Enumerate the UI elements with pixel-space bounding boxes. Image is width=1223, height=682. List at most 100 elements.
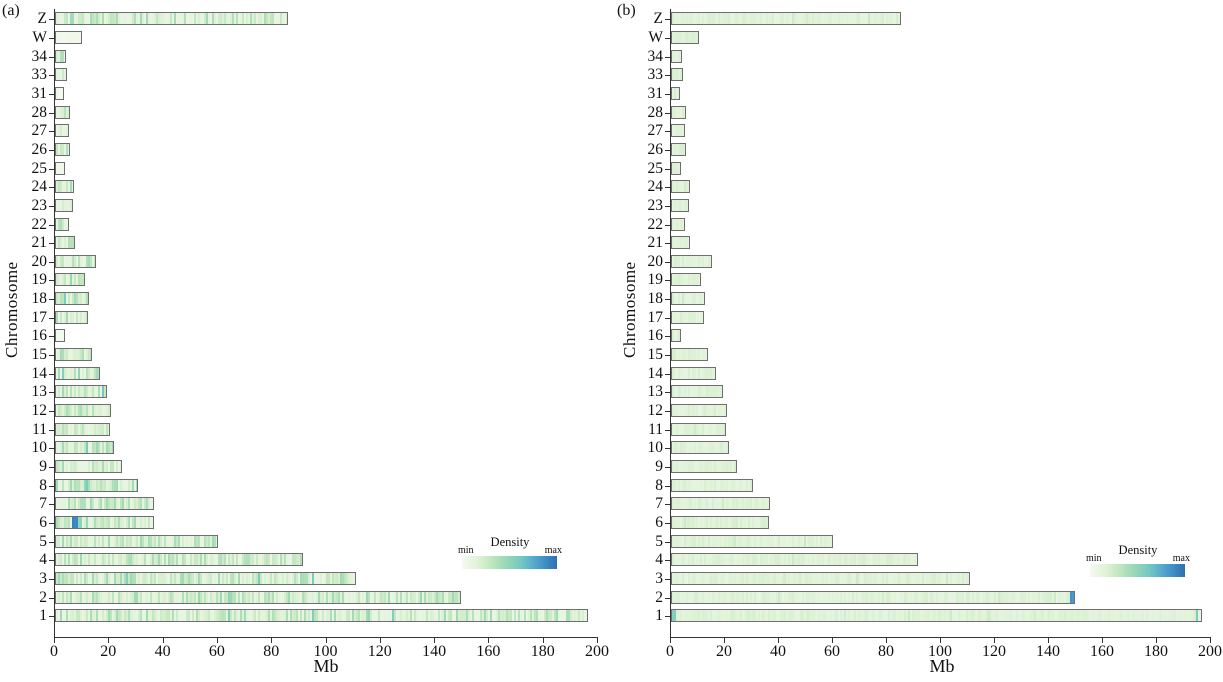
x-tick-label: 160 (1090, 643, 1114, 660)
y-tick (49, 504, 54, 506)
chromosome-bar-3 (55, 571, 356, 585)
y-tick (665, 261, 670, 263)
chromosome-bar-23 (55, 198, 73, 212)
y-tick (49, 523, 54, 524)
chromosome-bar-W (671, 30, 699, 44)
row-label-22: 22 (31, 215, 48, 233)
chromosome-bar-28 (55, 105, 70, 119)
x-tick (108, 638, 110, 643)
row-label-13: 13 (647, 383, 664, 401)
x-tick (271, 638, 273, 643)
chromosome-bar-21 (55, 236, 75, 250)
density-legend: Density min max (1086, 543, 1190, 581)
row-label-24: 24 (31, 178, 48, 196)
x-tick-label: 20 (100, 643, 117, 660)
row-label-25: 25 (647, 159, 664, 177)
y-tick (665, 299, 670, 301)
row-label-23: 23 (647, 196, 664, 214)
legend-gradient (462, 556, 557, 569)
y-tick (49, 205, 54, 207)
chromosome-bar-26 (55, 142, 70, 156)
x-tick-label: 60 (208, 643, 225, 660)
chromosome-bar-18 (671, 292, 705, 306)
row-label-3: 3 (39, 569, 47, 587)
row-label-15: 15 (31, 346, 48, 364)
y-tick (665, 112, 670, 114)
chromosome-bar-2 (55, 590, 461, 604)
y-tick (49, 224, 54, 226)
row-label-26: 26 (647, 140, 664, 158)
y-tick (49, 93, 54, 95)
row-label-24: 24 (647, 178, 664, 196)
chromosome-bar-15 (55, 348, 92, 362)
row-label-33: 33 (647, 66, 664, 84)
chromosome-bar-3 (671, 571, 970, 585)
y-tick (49, 485, 54, 487)
y-tick (665, 373, 670, 375)
chromosome-bar-14 (55, 366, 100, 380)
chromosome-bar-10 (671, 441, 729, 455)
x-tick-label: 180 (530, 643, 555, 660)
row-label-9: 9 (655, 458, 663, 476)
row-label-2: 2 (39, 588, 47, 606)
panel-b: (b) Chromosome 0 20 40 60 80 100 120 140 160 180 2… (612, 0, 1223, 682)
x-tick-label: 40 (770, 643, 786, 660)
x-axis-title: Mb (313, 656, 339, 676)
chromosome-bar-Z (55, 12, 288, 26)
chromosome-bar-25 (671, 161, 681, 175)
y-tick (49, 37, 54, 39)
y-tick (49, 578, 54, 580)
row-label-W: W (32, 28, 47, 46)
y-tick (665, 205, 670, 207)
legend-title: Density (490, 535, 530, 549)
x-tick (216, 638, 218, 643)
row-label-22: 22 (647, 215, 664, 233)
chromosome-bar-6 (671, 516, 769, 529)
y-tick (665, 280, 670, 282)
row-label-11: 11 (32, 420, 47, 438)
row-label-14: 14 (647, 364, 664, 382)
legend-max-label: max (544, 545, 562, 556)
row-label-16: 16 (647, 327, 664, 345)
y-tick (49, 336, 54, 338)
x-tick-label: 160 (476, 643, 501, 660)
row-label-18: 18 (647, 290, 664, 308)
x-axis (54, 637, 598, 638)
y-tick (665, 485, 670, 487)
chromosome-bar-9 (671, 460, 737, 474)
y-tick (49, 597, 54, 599)
y-tick (49, 75, 54, 77)
row-label-8: 8 (39, 476, 47, 494)
legend-min-label: min (1086, 553, 1102, 564)
panel-label: (b) (617, 2, 636, 19)
x-tick (886, 638, 887, 643)
y-tick (665, 578, 670, 580)
chromosome-bar-8 (55, 478, 138, 492)
row-label-8: 8 (655, 476, 663, 494)
y-tick (665, 56, 670, 58)
chromosome-bar-5 (671, 534, 833, 548)
row-label-17: 17 (647, 308, 664, 326)
x-tick-label: 120 (367, 643, 392, 660)
y-tick (665, 541, 670, 543)
row-label-3: 3 (655, 569, 663, 587)
row-label-27: 27 (31, 122, 48, 140)
y-tick (665, 616, 670, 618)
y-tick (665, 467, 670, 469)
chromosome-bar-31 (671, 86, 680, 100)
y-tick (665, 411, 670, 413)
x-tick-label: 180 (1144, 643, 1168, 660)
row-label-7: 7 (655, 495, 663, 513)
row-label-31: 31 (647, 84, 664, 102)
row-label-5: 5 (655, 532, 663, 550)
y-tick (49, 429, 54, 431)
chromosome-bar-W (55, 30, 82, 44)
chromosome-bar-12 (55, 404, 111, 418)
y-tick (665, 504, 670, 506)
chromosome-bar-20 (55, 254, 96, 268)
y-tick (49, 467, 54, 469)
chromosome-bar-4 (671, 553, 918, 567)
y-tick (49, 187, 54, 189)
chromosome-bar-34 (671, 49, 682, 63)
